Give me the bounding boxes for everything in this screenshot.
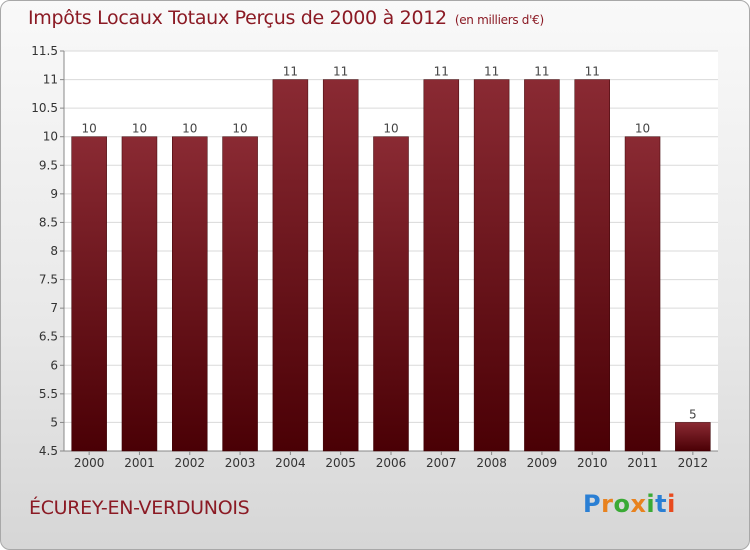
data-label: 5 <box>689 407 697 421</box>
logo-letter: t <box>655 490 668 518</box>
y-tick-label: 4.5 <box>39 444 58 458</box>
y-tick-label: 5 <box>50 415 58 429</box>
y-tick-label: 6 <box>50 358 58 372</box>
commune-name: ÉCUREY-EN-VERDUNOIS <box>29 497 250 519</box>
logo-letter: r <box>601 490 614 518</box>
y-tick-label: 10 <box>43 130 58 144</box>
logo-letter: i <box>667 490 676 518</box>
y-tick-label: 10.5 <box>31 101 58 115</box>
x-tick-label: 2012 <box>678 456 709 470</box>
x-tick-label: 2000 <box>74 456 105 470</box>
data-label: 10 <box>383 122 398 136</box>
x-tick-label: 2008 <box>476 456 507 470</box>
data-label: 11 <box>484 65 499 79</box>
chart-title-text: Impôts Locaux Totaux Perçus de 2000 à 20… <box>28 7 447 29</box>
x-tick-label: 2005 <box>325 456 356 470</box>
bar <box>222 136 258 452</box>
y-tick-label: 6.5 <box>39 330 58 344</box>
y-tick-label: 8.5 <box>39 215 58 229</box>
y-tick-label: 5.5 <box>39 387 58 401</box>
logo-letter: i <box>646 490 656 518</box>
bar <box>624 136 661 452</box>
x-tick-label: 2003 <box>225 456 256 470</box>
bar <box>121 136 158 452</box>
y-tick-label: 11 <box>43 73 58 87</box>
data-label: 10 <box>132 122 147 136</box>
bar <box>272 79 309 452</box>
bar <box>574 79 610 452</box>
chart-title: Impôts Locaux Totaux Perçus de 2000 à 20… <box>28 7 544 29</box>
y-tick-label: 11.5 <box>31 44 58 58</box>
data-label: 10 <box>182 122 197 136</box>
y-tick-label: 7 <box>50 301 58 315</box>
data-label: 11 <box>283 65 298 79</box>
logo-letter: P <box>583 490 602 518</box>
data-label: 10 <box>232 122 247 136</box>
x-tick-label: 2011 <box>627 456 658 470</box>
logo-letter: x <box>630 490 647 518</box>
bar <box>373 136 409 452</box>
x-tick-label: 2002 <box>174 456 205 470</box>
y-tick-label: 7.5 <box>39 273 58 287</box>
data-label: 11 <box>434 65 449 79</box>
data-label: 10 <box>635 122 650 136</box>
x-tick-label: 2006 <box>376 456 407 470</box>
logo-letter: o <box>613 490 631 518</box>
data-label: 11 <box>333 65 348 79</box>
bar <box>172 136 208 452</box>
data-label: 11 <box>534 65 549 79</box>
chart-unit: (en milliers d'€) <box>454 13 544 27</box>
bar <box>423 79 460 452</box>
proxiti-logo: Proxiti <box>583 490 676 518</box>
y-tick-label: 8 <box>50 244 58 258</box>
bar <box>473 79 510 452</box>
x-tick-label: 2007 <box>426 456 457 470</box>
bar <box>71 136 107 452</box>
x-tick-label: 2009 <box>527 456 558 470</box>
bar <box>322 79 359 452</box>
data-label: 10 <box>82 122 97 136</box>
bar <box>524 79 560 452</box>
bar <box>675 422 711 452</box>
x-tick-label: 2010 <box>577 456 608 470</box>
y-tick-label: 9.5 <box>39 158 58 172</box>
x-tick-label: 2004 <box>275 456 306 470</box>
x-tick-label: 2001 <box>124 456 155 470</box>
data-label: 11 <box>585 65 600 79</box>
y-tick-label: 9 <box>50 187 58 201</box>
